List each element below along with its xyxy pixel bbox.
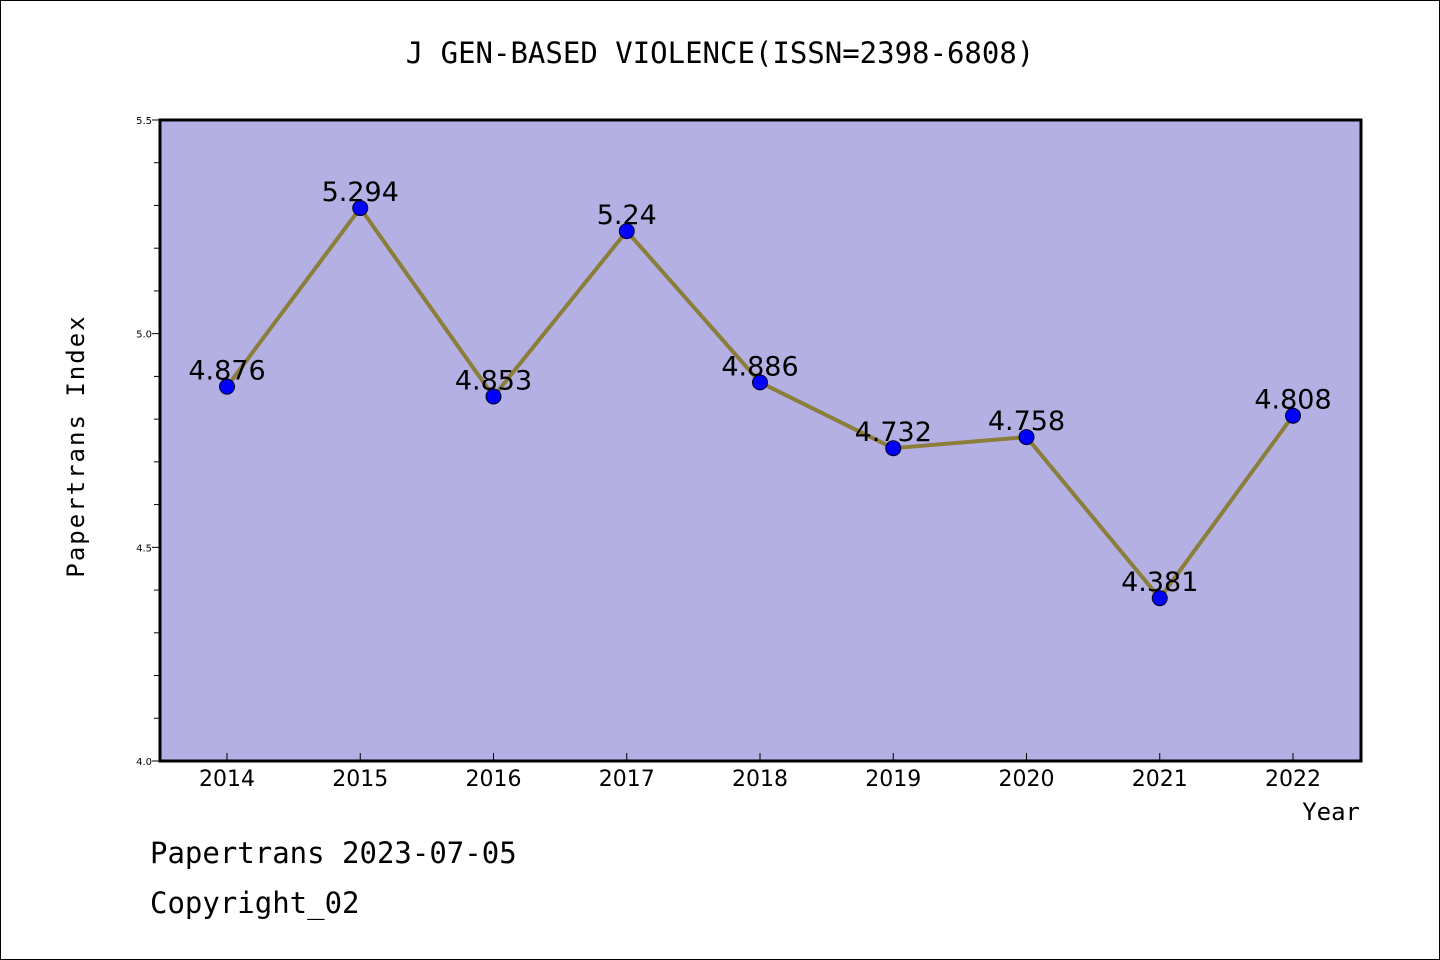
x-tick-label: 2016 bbox=[466, 767, 522, 792]
series-markers bbox=[219, 200, 1301, 607]
data-label: 4.758 bbox=[988, 406, 1065, 437]
data-point bbox=[618, 223, 635, 240]
data-labels: 4.876 5.294 4.853 5.24 4.886 4.732 4.758 4.381 4… bbox=[188, 177, 1331, 598]
data-point bbox=[885, 440, 902, 457]
x-tick-label: 2021 bbox=[1132, 767, 1188, 792]
x-tick-label: 2022 bbox=[1265, 767, 1321, 792]
x-axis: 2014 2015 2016 2017 2018 2019 2020 2021 2022 bbox=[199, 753, 1321, 792]
data-label: 4.808 bbox=[1254, 385, 1331, 416]
x-tick-label: 2017 bbox=[599, 767, 655, 792]
chart-title: J GEN-BASED VIOLENCE(ISSN=2398-6808) bbox=[405, 36, 1035, 70]
data-point bbox=[752, 374, 768, 391]
data-label: 4.886 bbox=[721, 351, 798, 382]
data-label: 5.24 bbox=[597, 200, 657, 231]
y-tick-label: 4.0 bbox=[136, 757, 152, 768]
data-point bbox=[1151, 590, 1168, 607]
data-label: 5.294 bbox=[322, 177, 399, 208]
data-label: 4.381 bbox=[1121, 567, 1198, 598]
plot-area bbox=[158, 118, 1363, 763]
footer-date: Papertrans 2023-07-05 bbox=[150, 836, 517, 870]
y-axis-label: Papertrans Index bbox=[62, 314, 90, 577]
y-tick-label: 5.0 bbox=[136, 330, 152, 341]
x-tick-label: 2014 bbox=[199, 767, 255, 792]
data-point bbox=[1018, 429, 1035, 446]
data-label: 4.853 bbox=[455, 365, 532, 396]
data-label: 4.876 bbox=[188, 356, 265, 387]
data-point bbox=[352, 200, 369, 217]
footer-copyright: Copyright_02 bbox=[150, 886, 360, 920]
x-tick-label: 2019 bbox=[865, 767, 921, 792]
data-point bbox=[1285, 407, 1301, 424]
data-label: 4.732 bbox=[855, 417, 932, 448]
x-tick-label: 2015 bbox=[332, 767, 388, 792]
y-axis: 4.0 4.5 5.0 5.5 bbox=[136, 116, 160, 768]
x-axis-label: Year bbox=[1302, 798, 1360, 826]
y-tick-label: 5.5 bbox=[136, 116, 152, 127]
x-tick-label: 2020 bbox=[999, 767, 1055, 792]
x-tick-label: 2018 bbox=[732, 767, 788, 792]
data-point bbox=[485, 388, 502, 405]
data-point bbox=[219, 378, 235, 395]
y-tick-label: 4.5 bbox=[136, 543, 152, 554]
